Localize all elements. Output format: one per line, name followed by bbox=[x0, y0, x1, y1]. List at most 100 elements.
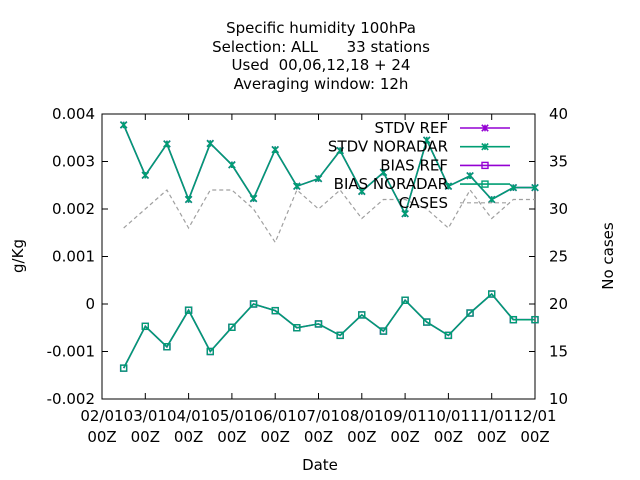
data-point-stdv-noradar bbox=[228, 161, 236, 169]
y2-tick-label: 10 bbox=[549, 390, 568, 408]
series-line-cases bbox=[123, 188, 535, 244]
x-tick-label-hour: 00Z bbox=[434, 428, 463, 446]
data-point-bias-noradar bbox=[293, 324, 301, 332]
x-tick-label-date: 07/01 bbox=[297, 407, 340, 425]
data-point-stdv-noradar bbox=[249, 194, 258, 203]
chart-title-line-4: Averaging window: 12h bbox=[234, 75, 409, 93]
x-tick-label-date: 06/01 bbox=[254, 407, 297, 425]
x-tick-label-date: 02/01 bbox=[80, 407, 123, 425]
x-axis-label: Date bbox=[302, 456, 338, 474]
x-tick-label-hour: 00Z bbox=[520, 428, 549, 446]
series-bias-ref bbox=[119, 290, 539, 372]
series-stdv-noradar bbox=[119, 121, 539, 218]
data-point-stdv-noradar bbox=[206, 139, 215, 148]
y2-tick-label: 15 bbox=[549, 343, 568, 361]
data-point-stdv-noradar bbox=[358, 187, 366, 196]
x-tick-label-date: 11/01 bbox=[470, 407, 513, 425]
series-cases bbox=[123, 188, 535, 244]
plot-area-border bbox=[101, 113, 536, 400]
data-point-stdv-noradar bbox=[293, 182, 301, 190]
data-point-bias-noradar bbox=[401, 296, 409, 304]
data-point-bias-noradar bbox=[379, 327, 388, 335]
data-point-bias-noradar bbox=[163, 343, 171, 351]
y2-axis-label: No cases bbox=[599, 222, 617, 290]
data-point-stdv-noradar bbox=[336, 146, 344, 155]
y-tick-label: 0 bbox=[85, 295, 95, 313]
data-point-bias-noradar bbox=[444, 331, 453, 340]
data-point-stdv-noradar bbox=[379, 168, 388, 177]
x-tick-label-hour: 00Z bbox=[304, 428, 333, 446]
x-tick-label-date: 04/01 bbox=[167, 407, 210, 425]
data-point-bias-noradar bbox=[314, 320, 323, 328]
x-tick-label-date: 10/01 bbox=[427, 407, 470, 425]
chart-title-line-2: Selection: ALL 33 stations bbox=[212, 38, 430, 56]
data-point-stdv-noradar bbox=[271, 145, 279, 154]
legend-label-bias-ref: BIAS REF bbox=[380, 156, 448, 174]
x-tick-label-date: 08/01 bbox=[340, 407, 383, 425]
x-tick-label-hour: 00Z bbox=[261, 428, 290, 446]
x-axis-ticks: 02/01 00Z 03/01 00Z 04/01 00Z 05/01 00Z 06/01 00Z… bbox=[80, 114, 557, 446]
y-tick-label: 0.003 bbox=[52, 153, 95, 171]
data-point-bias-ref bbox=[119, 364, 128, 372]
y-tick-label: 0.001 bbox=[52, 248, 95, 266]
data-point-bias-noradar bbox=[336, 331, 344, 340]
legend-label-stdv-noradar: STDV NORADAR bbox=[328, 138, 448, 156]
data-point-stdv-noradar bbox=[466, 171, 474, 180]
x-tick-label-hour: 00Z bbox=[131, 428, 160, 446]
chart-title-line-3: Used 00,06,12,18 + 24 bbox=[232, 56, 411, 74]
data-point-bias-noradar bbox=[488, 290, 496, 298]
chart-title-line-1: Specific humidity 100hPa bbox=[226, 19, 416, 37]
series-layer bbox=[119, 121, 539, 372]
y-tick-label: 0.002 bbox=[52, 200, 95, 218]
x-tick-label-date: 03/01 bbox=[124, 407, 167, 425]
data-point-bias-noradar bbox=[466, 309, 474, 317]
x-tick-label-date: 12/01 bbox=[513, 407, 556, 425]
y-tick-label: -0.002 bbox=[47, 390, 95, 408]
series-bias-noradar bbox=[119, 290, 539, 372]
x-tick-label-date: 09/01 bbox=[383, 407, 426, 425]
x-tick-label-date: 05/01 bbox=[210, 407, 253, 425]
data-point-bias-noradar bbox=[271, 306, 279, 315]
y-tick-label: 0.004 bbox=[52, 105, 95, 123]
x-tick-label-hour: 00Z bbox=[477, 428, 506, 446]
legend-label-stdv-ref: STDV REF bbox=[374, 119, 448, 137]
data-point-bias-noradar bbox=[119, 364, 128, 372]
y-axis-ticks: 0.004 0.003 0.002 0.001 0 -0.001 -0.002 bbox=[47, 105, 108, 408]
x-tick-label-hour: 00Z bbox=[174, 428, 203, 446]
data-point-stdv-noradar bbox=[444, 182, 453, 190]
chart-title: Specific humidity 100hPa Selection: ALL … bbox=[212, 19, 430, 93]
x-tick-label-hour: 00Z bbox=[347, 428, 376, 446]
legend-label-bias-noradar: BIAS NORADAR bbox=[334, 175, 448, 193]
data-point-stdv-noradar bbox=[314, 174, 323, 183]
data-point-bias-noradar bbox=[531, 315, 539, 324]
data-point-bias-noradar bbox=[184, 306, 193, 314]
data-point-stdv-noradar bbox=[487, 195, 496, 204]
y2-tick-label: 30 bbox=[549, 200, 568, 218]
y2-tick-label: 20 bbox=[549, 295, 568, 313]
data-point-stdv-noradar bbox=[422, 136, 431, 144]
legend-marker-stdv-ref bbox=[481, 124, 489, 132]
data-point-bias-noradar bbox=[206, 347, 214, 356]
data-point-bias-noradar bbox=[141, 322, 150, 331]
data-point-bias-noradar bbox=[358, 311, 366, 319]
series-line-bias-ref bbox=[122, 292, 535, 369]
legend-marker-bias-ref bbox=[481, 161, 489, 170]
data-point-stdv-noradar bbox=[531, 183, 539, 192]
y2-tick-label: 25 bbox=[549, 248, 568, 266]
data-point-stdv-noradar bbox=[119, 121, 128, 129]
y2-tick-label: 40 bbox=[549, 105, 568, 123]
y2-tick-label: 35 bbox=[549, 153, 568, 171]
data-point-stdv-noradar bbox=[509, 183, 518, 192]
y-tick-label: -0.001 bbox=[47, 343, 95, 361]
data-point-stdv-noradar bbox=[401, 209, 409, 218]
y-axis-label: g/Kg bbox=[9, 239, 27, 273]
data-point-bias-noradar bbox=[423, 318, 431, 326]
series-line-bias-noradar bbox=[122, 292, 535, 369]
x-tick-label-hour: 00Z bbox=[390, 428, 419, 446]
data-point-stdv-noradar bbox=[184, 195, 193, 204]
x-tick-label-hour: 00Z bbox=[217, 428, 246, 446]
legend-label-cases: CASES bbox=[399, 194, 448, 212]
series-line-stdv-noradar bbox=[122, 124, 535, 216]
